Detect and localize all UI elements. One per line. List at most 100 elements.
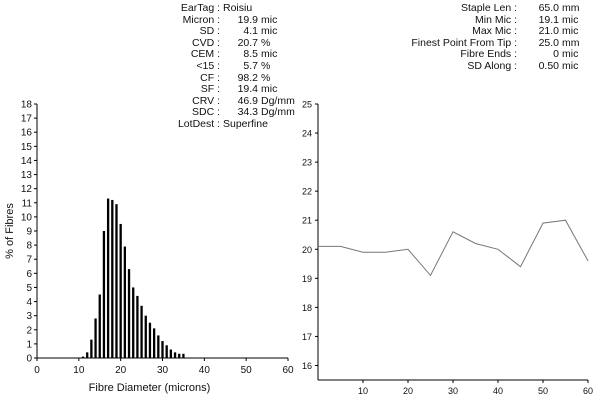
histogram-y-tick-label: 7 bbox=[26, 255, 32, 266]
line-chart-y-tick-label: 21 bbox=[302, 216, 312, 226]
stats-left-value: 4.1 bbox=[243, 25, 258, 38]
stats-right-unit: mm bbox=[562, 36, 580, 49]
stats-left-value: 19.9 bbox=[237, 13, 258, 26]
histogram-bar bbox=[98, 294, 101, 358]
stats-left-label: CEM : bbox=[190, 48, 220, 61]
stats-right-value: 19.1 bbox=[538, 13, 559, 26]
micron-profile-line bbox=[318, 219, 589, 277]
stats-right-unit: mic bbox=[562, 59, 579, 72]
line-chart-y-tick-label: 18 bbox=[302, 303, 312, 313]
stats-right-label: Staple Len : bbox=[460, 2, 517, 14]
micron-along-staple-chart: 16 17 18 19 20 21 22 23 24 25 10 20 30 40 50 60 bbox=[302, 100, 593, 397]
histogram-x-tick-label: 30 bbox=[157, 365, 169, 376]
stats-left-value: Roisiu bbox=[223, 2, 253, 14]
stats-right-label: Max Mic : bbox=[472, 25, 517, 38]
stats-left-value: 8.5 bbox=[243, 48, 258, 61]
line-chart-x-tick-label: 10 bbox=[358, 386, 368, 396]
line-chart-x-tick-label: 20 bbox=[403, 386, 413, 396]
stats-right-label: SD Along : bbox=[467, 59, 517, 72]
stats-left-row: SD : 4.1 mic bbox=[150, 26, 295, 38]
histogram-x-tick-label: 60 bbox=[282, 365, 294, 376]
stats-right-unit: mic bbox=[562, 13, 579, 26]
line-chart-y-tick-label: 24 bbox=[302, 129, 312, 139]
stats-left-label: CVD : bbox=[191, 36, 220, 49]
histogram-y-tick-label: 6 bbox=[26, 269, 32, 280]
histogram-x-tick-label: 50 bbox=[241, 365, 253, 376]
histogram-bar bbox=[132, 287, 135, 358]
histogram-bar bbox=[115, 204, 118, 358]
stats-left-unit: mic bbox=[261, 83, 278, 96]
stats-left-row: SF : 19.4 mic bbox=[150, 84, 295, 96]
stats-left-value: 98.2 bbox=[237, 71, 258, 84]
stats-left-label: EarTag : bbox=[180, 2, 220, 14]
stats-right-row: Fibre Ends : 0 mic bbox=[400, 49, 580, 61]
histogram-bar bbox=[136, 295, 139, 358]
stats-left-label: CF : bbox=[200, 71, 220, 84]
histogram-y-tick-label: 16 bbox=[21, 128, 33, 139]
histogram-bar bbox=[173, 352, 177, 358]
line-chart-y-tick-label: 17 bbox=[302, 332, 312, 342]
line-chart-y-tick-label: 23 bbox=[302, 158, 312, 168]
histogram-y-tick-label: 13 bbox=[21, 170, 33, 181]
stats-right-value: 0 bbox=[553, 48, 559, 61]
stats-right-label: Finest Point From Tip : bbox=[411, 36, 517, 49]
histogram-x-tick-label: 40 bbox=[199, 365, 211, 376]
histogram-y-tick-label: 10 bbox=[21, 212, 33, 223]
stats-left-row: Micron : 19.9 mic bbox=[150, 13, 295, 27]
histogram-bar bbox=[102, 231, 106, 358]
histogram-y-tick-label: 2 bbox=[26, 325, 32, 336]
stats-right-row: Min Mic : 19.1 mic bbox=[400, 13, 580, 27]
histogram-bar bbox=[94, 318, 97, 358]
stats-right-label: Fibre Ends : bbox=[460, 48, 517, 61]
stats-left-row: CF : 98.2% bbox=[150, 71, 295, 85]
stats-left-unit: mic bbox=[261, 13, 278, 26]
line-chart-y-tick-label: 25 bbox=[302, 100, 312, 110]
histogram-bar bbox=[140, 305, 143, 358]
histogram-x-tick-label: 10 bbox=[73, 365, 85, 376]
stats-right-row: Staple Len : 65.0 mm bbox=[400, 2, 580, 15]
histogram-y-tick-label: 12 bbox=[21, 184, 33, 195]
stats-left-row: SDC : 34.3 Dg/mm bbox=[150, 107, 295, 119]
histogram-x-tick-label: 0 bbox=[34, 365, 40, 376]
stats-right-unit: mic bbox=[562, 48, 579, 61]
histogram-y-tick-label: 3 bbox=[26, 311, 32, 322]
histogram-bar bbox=[119, 223, 122, 358]
histogram-y-tick-label: 0 bbox=[26, 354, 32, 365]
histogram-y-tick-label: 18 bbox=[21, 100, 33, 111]
line-chart-y-tick-label: 22 bbox=[302, 187, 312, 197]
histogram-bar bbox=[144, 315, 147, 358]
stats-right-unit: mm bbox=[562, 2, 580, 14]
histogram-bar bbox=[111, 199, 114, 358]
histogram-y-tick-label: 14 bbox=[21, 156, 33, 167]
histogram-y-tick-label: 4 bbox=[26, 297, 32, 308]
histogram-y-tick-label: 9 bbox=[26, 227, 32, 238]
stats-left-unit: mic bbox=[261, 25, 278, 38]
stats-left-label: SD : bbox=[199, 25, 220, 38]
histogram-bar bbox=[161, 341, 164, 358]
histogram-bar bbox=[169, 349, 173, 358]
histogram-bar bbox=[165, 345, 168, 358]
histogram-bar bbox=[157, 335, 160, 358]
line-chart-x-tick-label: 60 bbox=[583, 386, 593, 396]
stats-right-panel: Staple Len :65.0 mm Min Mic :19.1 mic Max Mi… bbox=[400, 2, 580, 73]
stats-left-value: 46.9 bbox=[237, 94, 258, 107]
histogram-y-tick-label: 1 bbox=[26, 339, 32, 350]
stats-right-value: 21.0 bbox=[538, 25, 559, 38]
stats-right-label: Min Mic : bbox=[475, 13, 517, 26]
stats-right-value: 25.0 bbox=[538, 36, 559, 49]
stats-left-label: SDC : bbox=[191, 106, 220, 119]
stats-left-panel: EarTag : Roisiu Micron :19.9 mic SD :4.1 mic C… bbox=[150, 2, 295, 131]
histogram-y-tick-label: 11 bbox=[22, 198, 33, 209]
stats-left-value: 19.4 bbox=[237, 83, 258, 96]
stats-left-label: <15 : bbox=[196, 59, 220, 72]
stats-left-unit: % bbox=[261, 36, 271, 49]
stats-left-row: CVD : 20.7% bbox=[150, 36, 295, 50]
stats-left-unit: Dg/mm bbox=[261, 94, 295, 107]
stats-left-row: EarTag : Roisiu bbox=[150, 2, 295, 15]
histogram-bar bbox=[81, 356, 85, 358]
histogram-bar bbox=[106, 198, 110, 358]
stats-left-row: CEM : 8.5 mic bbox=[150, 49, 295, 61]
stats-left-row: CRV : 46.9 Dg/mm bbox=[150, 94, 295, 108]
histogram-y-tick-label: 15 bbox=[21, 142, 33, 153]
